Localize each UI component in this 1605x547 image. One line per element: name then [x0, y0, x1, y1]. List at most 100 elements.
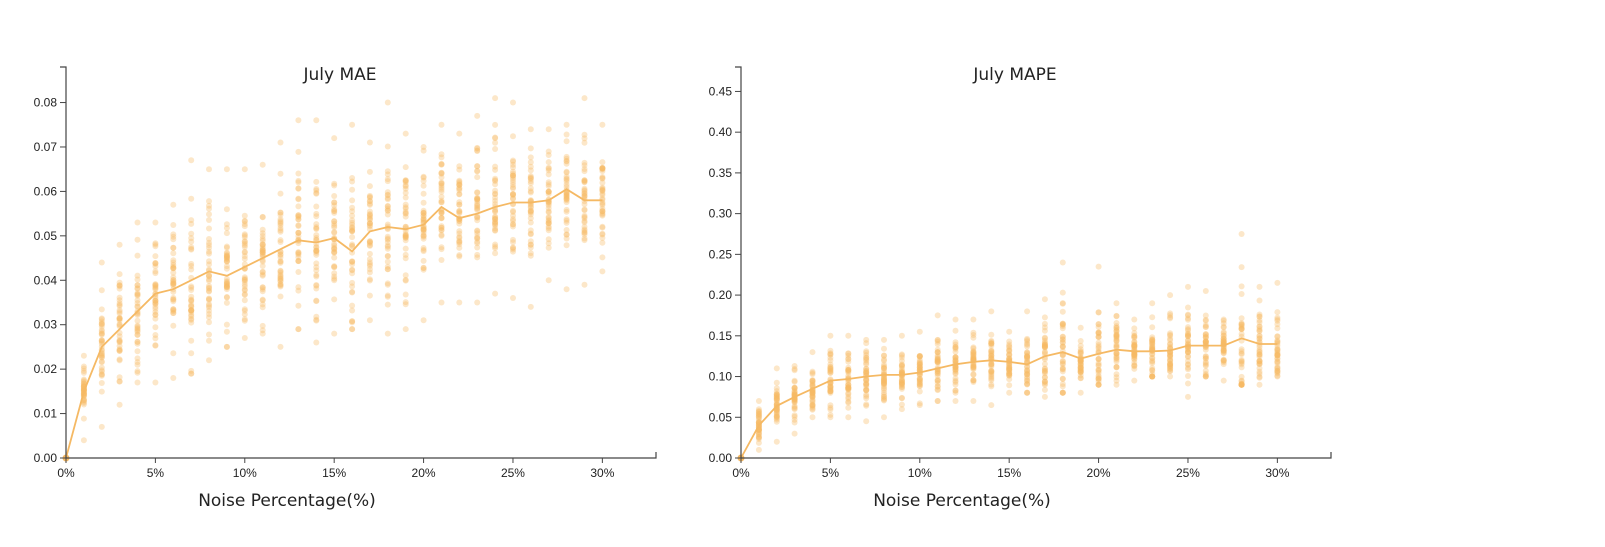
scatter-point: [438, 246, 445, 253]
scatter-point: [1256, 317, 1263, 324]
x-tick-label: 5%: [147, 466, 165, 480]
scatter-point: [581, 177, 588, 184]
scatter-point: [827, 402, 834, 409]
scatter-point: [863, 381, 870, 387]
scatter-point: [970, 371, 977, 378]
scatter-point: [313, 260, 320, 267]
scatter-point: [170, 296, 177, 303]
scatter-point: [809, 381, 816, 388]
scatter-point: [827, 357, 834, 364]
scatter-point: [988, 381, 995, 388]
scatter-point: [349, 197, 356, 204]
scatter-point: [420, 147, 427, 154]
scatter-point: [402, 201, 409, 208]
scatter-point: [970, 355, 977, 362]
scatter-point: [1149, 343, 1156, 350]
scatter-point: [295, 229, 302, 236]
scatter-point: [527, 207, 534, 214]
scatter-point: [970, 377, 977, 384]
scatter-point: [545, 164, 552, 171]
scatter-point: [791, 404, 798, 411]
scatter-point: [1256, 349, 1263, 356]
scatter-point: [881, 378, 887, 385]
scatter-point: [170, 294, 177, 301]
scatter-point: [1256, 361, 1263, 368]
scatter-point: [1006, 372, 1013, 379]
scatter-point: [1041, 335, 1048, 342]
scatter-point: [1238, 381, 1245, 388]
scatter-point: [827, 388, 834, 395]
scatter-point: [170, 280, 177, 287]
scatter-point: [1041, 344, 1048, 350]
scatter-point: [527, 174, 534, 181]
scatter-point: [1185, 349, 1191, 356]
scatter-point: [1167, 362, 1174, 369]
scatter-point: [1131, 344, 1138, 350]
scatter-point: [188, 367, 195, 374]
scatter-point: [527, 185, 534, 192]
scatter-point: [988, 368, 995, 375]
scatter-point: [438, 179, 445, 186]
scatter-point: [1220, 377, 1227, 384]
scatter-point: [1006, 382, 1013, 389]
scatter-point: [563, 208, 570, 215]
scatter-point: [1131, 330, 1138, 336]
scatter-point: [98, 338, 105, 345]
scatter-point: [492, 146, 499, 152]
scatter-point: [241, 286, 248, 293]
scatter-point: [1059, 336, 1066, 343]
scatter-point: [206, 302, 212, 309]
scatter-point: [1167, 353, 1174, 359]
scatter-point: [313, 247, 320, 254]
scatter-point: [223, 254, 230, 261]
scatter-point: [898, 382, 905, 389]
scatter-point: [1256, 297, 1263, 304]
scatter-point: [510, 179, 516, 186]
scatter-point: [206, 297, 212, 303]
scatter-point: [384, 280, 391, 287]
scatter-point: [152, 286, 159, 293]
scatter-point: [1113, 341, 1120, 348]
scatter-point: [934, 341, 941, 348]
scatter-point: [438, 193, 445, 200]
scatter-point: [206, 288, 212, 295]
scatter-point: [349, 261, 356, 268]
scatter-point: [1274, 317, 1281, 324]
scatter-point: [170, 278, 177, 285]
scatter-point: [863, 369, 870, 376]
scatter-point: [1202, 371, 1209, 377]
scatter-point: [474, 145, 481, 152]
scatter-point: [223, 225, 230, 231]
scatter-point: [845, 381, 852, 388]
scatter-point: [510, 176, 516, 183]
scatter-point: [510, 295, 516, 301]
y-tick-label: 0.07: [34, 140, 58, 154]
scatter-point: [1274, 349, 1281, 356]
scatter-point: [206, 272, 212, 279]
scatter-point: [970, 329, 977, 336]
scatter-point: [845, 369, 852, 376]
scatter-point: [863, 393, 870, 400]
scatter-point: [1041, 342, 1048, 349]
scatter-point: [474, 217, 481, 224]
scatter-point: [331, 277, 338, 284]
scatter-point: [1202, 322, 1209, 329]
scatter-point: [1095, 345, 1102, 352]
scatter-point: [206, 314, 212, 321]
scatter-point: [1274, 367, 1281, 374]
scatter-point: [98, 330, 105, 337]
scatter-point: [170, 250, 177, 257]
y-tick-label: 0.02: [34, 362, 58, 376]
scatter-point: [952, 343, 959, 350]
scatter-point: [845, 382, 852, 389]
scatter-point: [295, 223, 302, 229]
scatter-point: [241, 232, 248, 239]
scatter-point: [581, 179, 588, 186]
scatter-point: [755, 406, 762, 413]
scatter-point: [791, 416, 798, 423]
scatter-point: [952, 344, 959, 351]
scatter-point: [116, 346, 123, 353]
scatter-point: [510, 195, 516, 202]
scatter-point: [1077, 368, 1084, 375]
scatter-point: [845, 385, 852, 392]
